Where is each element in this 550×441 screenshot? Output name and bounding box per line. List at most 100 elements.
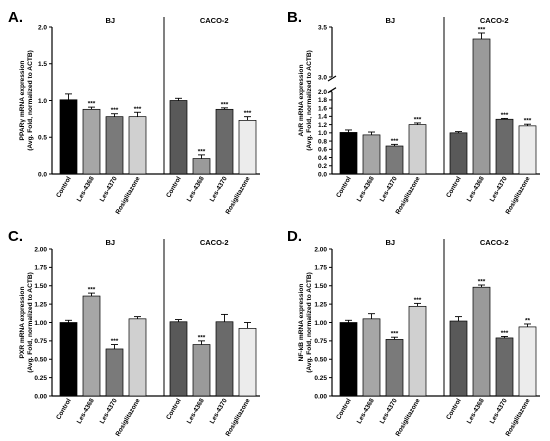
bar [449, 132, 468, 175]
significance-marker: *** [391, 331, 399, 338]
panel-letter: B. [287, 9, 302, 26]
x-tick-label: Control [55, 175, 73, 199]
bar [169, 100, 188, 175]
significance-marker: ** [525, 317, 531, 324]
x-tick-label: Control [335, 397, 353, 421]
y-tick-label: 1.8 [318, 97, 327, 104]
group-label-bj: BJ [105, 16, 115, 25]
y-tick-label: 1.5 [38, 61, 47, 68]
panel-letter: D. [287, 228, 302, 245]
significance-marker: *** [198, 148, 206, 155]
x-tick-label: Les-4368 [186, 397, 206, 425]
x-tick-label: Les-4368 [356, 397, 376, 425]
y-tick-label: 2.00 [34, 246, 47, 253]
y-tick-label: 0.25 [34, 375, 47, 382]
x-tick-label: Rosiglitazone [505, 175, 532, 215]
y-tick-label: 1.2 [318, 122, 327, 129]
group-label-caco2: CACO-2 [200, 16, 229, 25]
bar [238, 119, 257, 175]
x-tick-label: Control [445, 175, 463, 199]
y-tick-label: 1.75 [34, 265, 47, 272]
bar [339, 132, 358, 175]
panel-letter: A. [8, 9, 23, 26]
bar [105, 348, 124, 397]
significance-marker: *** [524, 118, 532, 125]
y-tick-label: 0.5 [38, 135, 47, 142]
bar [59, 99, 78, 175]
bar [495, 337, 514, 397]
x-tick-label: Control [55, 397, 73, 421]
significance-marker: *** [501, 330, 509, 337]
x-tick-label: Les-4370 [379, 397, 399, 425]
y-tick-label: 2.0 [318, 89, 327, 96]
x-tick-label: Les-4368 [76, 397, 96, 425]
significance-marker: *** [501, 112, 509, 119]
group-label-caco2: CACO-2 [200, 238, 229, 247]
x-tick-label: Control [335, 175, 353, 199]
significance-marker: *** [221, 101, 229, 108]
bar [215, 321, 234, 397]
significance-marker: *** [134, 106, 142, 113]
significance-marker: *** [414, 297, 422, 304]
bar [385, 339, 404, 397]
bar [518, 326, 537, 397]
y-tick-label: 0.50 [34, 357, 47, 364]
y-axis-label-line2: (Avg. Fold, normalized to ACTB) [27, 272, 34, 373]
significance-marker: *** [88, 287, 96, 294]
bar [238, 328, 257, 397]
y-tick-label: 3.0 [318, 74, 327, 81]
y-tick-label: 1.50 [314, 283, 327, 290]
y-tick-label: 0.0 [318, 171, 327, 178]
x-tick-label: Les-4370 [489, 397, 509, 425]
bar [82, 295, 101, 397]
bar [518, 125, 537, 175]
x-tick-label: Les-4368 [186, 175, 206, 203]
x-tick-label: Rosiglitazone [225, 175, 252, 215]
bar [215, 108, 234, 175]
y-tick-label: 0.8 [318, 138, 327, 145]
y-tick-label: 1.00 [34, 320, 47, 327]
bar [385, 145, 404, 175]
bar [192, 158, 211, 175]
bar [128, 318, 147, 397]
y-tick-label: 1.0 [318, 130, 327, 137]
x-tick-label: Rosiglitazone [225, 397, 252, 437]
bar [82, 108, 101, 175]
x-tick-label: Les-4370 [99, 397, 119, 425]
y-tick-label: 1.6 [318, 105, 327, 112]
significance-marker: *** [111, 107, 119, 114]
group-label-caco2: CACO-2 [480, 238, 509, 247]
bar [128, 116, 147, 175]
y-tick-label: 1.25 [34, 301, 47, 308]
x-tick-label: Control [165, 175, 183, 199]
bar [169, 321, 188, 397]
y-tick-label: 0.75 [314, 338, 327, 345]
x-tick-label: Les-4368 [356, 175, 376, 203]
x-tick-label: Les-4370 [209, 175, 229, 203]
x-tick-label: Control [165, 397, 183, 421]
significance-marker: *** [88, 101, 96, 108]
y-tick-label: 0.25 [314, 375, 327, 382]
x-tick-label: Rosiglitazone [505, 397, 532, 437]
y-tick-label: 1.00 [314, 320, 327, 327]
significance-marker: *** [244, 110, 252, 117]
axis-break-mark [327, 75, 337, 94]
bar [339, 322, 358, 397]
bar [408, 305, 427, 397]
bar [408, 124, 427, 175]
y-tick-label: 0.00 [314, 393, 327, 400]
x-tick-label: Les-4370 [209, 397, 229, 425]
bar [495, 118, 514, 175]
panel-4: D. 0.00 0.25 0.50 0.75 1.00 1.25 1.50 1.75 2.00 NF… [287, 228, 540, 438]
x-tick-label: Les-4370 [489, 175, 509, 203]
y-axis-label-line1: AhR mRNA expression [298, 65, 305, 137]
y-tick-label: 1.4 [318, 114, 327, 121]
y-tick-label: 1.25 [314, 301, 327, 308]
significance-marker: *** [198, 334, 206, 341]
y-tick-label: 2.00 [314, 246, 327, 253]
bar [362, 318, 381, 397]
y-tick-label: 0.75 [34, 338, 47, 345]
panel-2: B. 0.00.20.40.6 0.81.01.21.4 1.61.82.0 3.0 3.… [287, 9, 540, 216]
y-axis-label-line2: (Avg. Fold, normalized to ACTB) [27, 50, 34, 151]
group-label-bj: BJ [385, 16, 395, 25]
